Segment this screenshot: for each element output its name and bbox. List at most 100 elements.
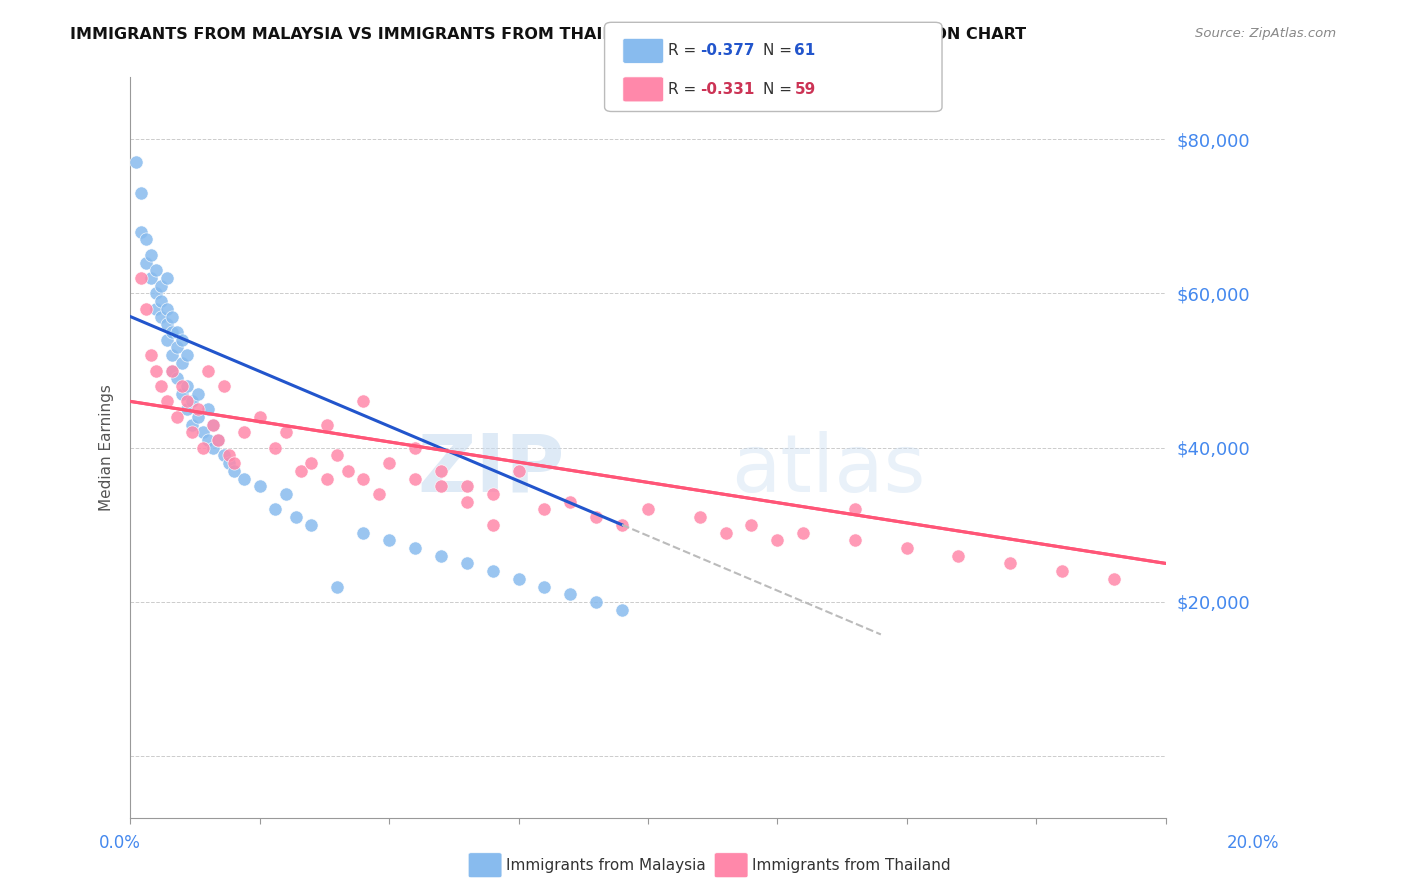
Point: [222, 464, 245, 478]
Point: [233, 425, 256, 440]
Point: [352, 525, 374, 540]
Point: [207, 433, 229, 447]
Point: [585, 595, 607, 609]
Point: [135, 255, 157, 269]
Point: [218, 456, 240, 470]
Point: [166, 340, 188, 354]
Text: 20.0%: 20.0%: [1227, 834, 1279, 852]
Point: [145, 286, 167, 301]
Point: [172, 333, 194, 347]
Point: [187, 386, 209, 401]
Point: [352, 394, 374, 409]
Point: [187, 402, 209, 417]
Point: [160, 348, 183, 362]
Point: [316, 417, 339, 432]
Point: [135, 301, 157, 316]
Point: [430, 464, 453, 478]
Text: R =: R =: [668, 44, 702, 58]
Point: [172, 379, 194, 393]
Point: [326, 580, 349, 594]
Text: 59: 59: [794, 82, 815, 97]
Point: [197, 433, 219, 447]
Point: [844, 502, 866, 516]
Point: [160, 363, 183, 377]
Point: [150, 278, 173, 293]
Point: [202, 417, 225, 432]
Point: [766, 533, 789, 548]
Y-axis label: Median Earnings: Median Earnings: [100, 384, 114, 511]
Text: R =: R =: [668, 82, 702, 97]
Point: [290, 464, 312, 478]
Point: [285, 510, 308, 524]
Point: [166, 325, 188, 339]
Point: [792, 525, 814, 540]
Point: [181, 417, 204, 432]
Point: [430, 549, 453, 563]
Point: [481, 517, 503, 532]
Point: [326, 449, 349, 463]
Point: [533, 502, 555, 516]
Point: [176, 402, 198, 417]
Point: [150, 310, 173, 324]
Point: [585, 510, 607, 524]
Point: [404, 471, 426, 485]
Point: [352, 471, 374, 485]
Point: [166, 409, 188, 424]
Point: [1102, 572, 1125, 586]
Point: [197, 402, 219, 417]
Point: [222, 456, 245, 470]
Point: [456, 494, 478, 508]
Point: [301, 456, 323, 470]
Point: [508, 464, 530, 478]
Text: IMMIGRANTS FROM MALAYSIA VS IMMIGRANTS FROM THAILAND MEDIAN EARNINGS CORRELATION: IMMIGRANTS FROM MALAYSIA VS IMMIGRANTS F…: [70, 27, 1026, 42]
Point: [1000, 557, 1022, 571]
Point: [172, 356, 194, 370]
Point: [176, 348, 198, 362]
Text: Immigrants from Thailand: Immigrants from Thailand: [752, 858, 950, 872]
Point: [129, 225, 152, 239]
Point: [896, 541, 918, 555]
Point: [155, 271, 177, 285]
Text: Source: ZipAtlas.com: Source: ZipAtlas.com: [1195, 27, 1336, 40]
Point: [191, 441, 214, 455]
Point: [430, 479, 453, 493]
Point: [150, 379, 173, 393]
Point: [404, 541, 426, 555]
Point: [139, 348, 162, 362]
Point: [135, 232, 157, 246]
Text: ZIP: ZIP: [418, 431, 565, 509]
Point: [948, 549, 970, 563]
Point: [560, 587, 582, 601]
Point: [844, 533, 866, 548]
Point: [124, 155, 146, 169]
Point: [301, 517, 323, 532]
Point: [689, 510, 711, 524]
Point: [212, 449, 235, 463]
Point: [274, 487, 297, 501]
Point: [145, 263, 167, 277]
Point: [197, 363, 219, 377]
Point: [155, 333, 177, 347]
Point: [404, 441, 426, 455]
Text: 61: 61: [794, 44, 815, 58]
Point: [264, 441, 287, 455]
Point: [187, 409, 209, 424]
Point: [249, 479, 271, 493]
Point: [336, 464, 359, 478]
Point: [233, 471, 256, 485]
Text: -0.331: -0.331: [700, 82, 755, 97]
Point: [378, 456, 401, 470]
Point: [139, 271, 162, 285]
Text: 0.0%: 0.0%: [98, 834, 141, 852]
Point: [160, 363, 183, 377]
Point: [1050, 564, 1073, 578]
Text: Immigrants from Malaysia: Immigrants from Malaysia: [506, 858, 706, 872]
Point: [176, 394, 198, 409]
Point: [176, 379, 198, 393]
Point: [172, 386, 194, 401]
Point: [145, 301, 167, 316]
Point: [610, 517, 633, 532]
Point: [533, 580, 555, 594]
Point: [166, 371, 188, 385]
Point: [637, 502, 659, 516]
